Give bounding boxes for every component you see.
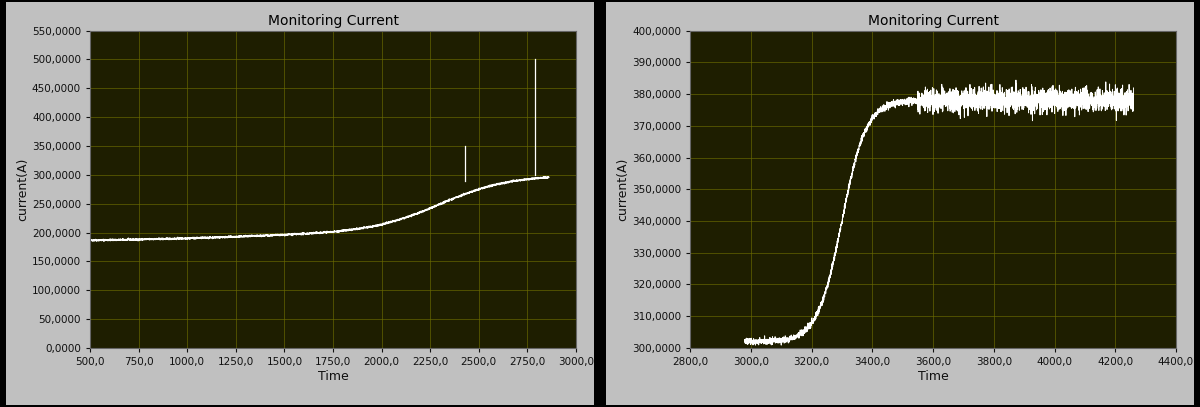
- Title: Monitoring Current: Monitoring Current: [868, 14, 998, 28]
- Y-axis label: current(A): current(A): [616, 158, 629, 221]
- X-axis label: Time: Time: [318, 370, 348, 383]
- Y-axis label: current(A): current(A): [16, 158, 29, 221]
- Title: Monitoring Current: Monitoring Current: [268, 14, 398, 28]
- X-axis label: Time: Time: [918, 370, 948, 383]
